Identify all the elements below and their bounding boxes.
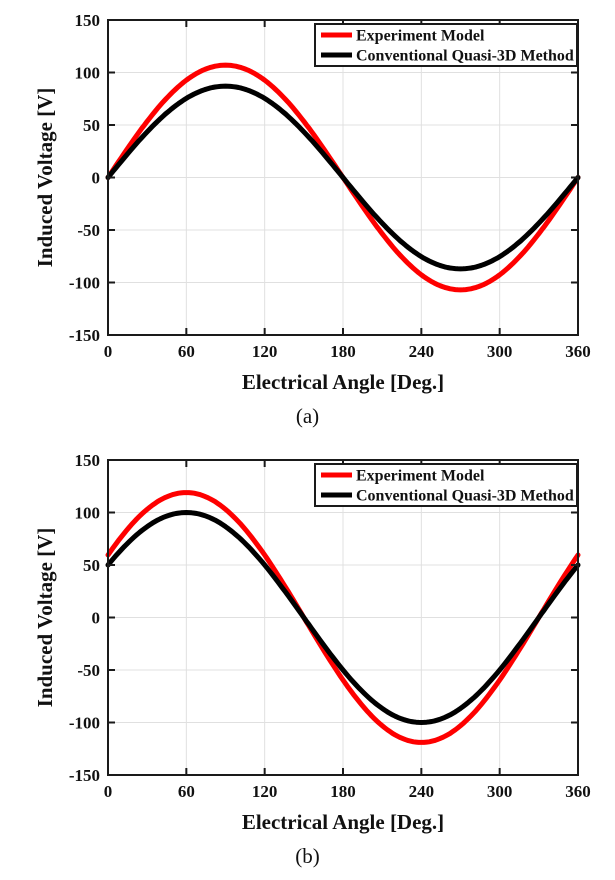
x-tick-label: 300: [487, 342, 513, 361]
y-tick-label: 0: [92, 609, 101, 628]
y-tick-label: -150: [69, 766, 100, 785]
y-tick-label: -150: [69, 326, 100, 345]
x-tick-label: 240: [409, 342, 435, 361]
x-tick-label: 240: [409, 782, 435, 801]
series-curve-conventional-method: [105, 510, 581, 725]
chart-b-block: 0 60 120 180 240 300 360 -150 -100 -50 0 50 100 150 I…: [0, 440, 615, 880]
y-tick-label: 150: [75, 11, 101, 30]
x-tick-label: 180: [330, 342, 356, 361]
chart-b-legend: Experiment Model Conventional Quasi-3D M…: [314, 463, 578, 507]
chart-a-legend: Experiment Model Conventional Quasi-3D M…: [314, 23, 578, 67]
x-tick-label: 120: [252, 342, 278, 361]
chart-a-caption: (a): [295, 404, 320, 428]
x-tick-label: 180: [330, 782, 356, 801]
legend-label-experiment-model: Experiment Model: [356, 468, 485, 485]
chart-b-figure: 0 60 120 180 240 300 360 -150 -100 -50 0 50 100 150 I…: [33, 451, 591, 834]
y-tick-label: -50: [77, 221, 100, 240]
chart-b-x-axis-label: Electrical Angle [Deg.]: [242, 810, 444, 834]
chart-a-plot-area: 0 60 120 180 240 300 360 -150 -100 -50 0 50 100 150: [69, 11, 591, 361]
y-tick-label: 50: [83, 556, 100, 575]
x-tick-label: 60: [178, 782, 195, 801]
chart-b-y-axis-label: Induced Voltage [V]: [33, 528, 57, 708]
chart-a-y-axis-label: Induced Voltage [V]: [33, 88, 57, 268]
legend-box: [314, 23, 578, 67]
series-curve-experiment-model: [105, 490, 581, 745]
y-tick-label: 150: [75, 451, 101, 470]
x-tick-label: 0: [104, 342, 113, 361]
chart-a-x-axis-label: Electrical Angle [Deg.]: [242, 370, 444, 394]
chart-a-figure: 0 60 120 180 240 300 360 -150 -100 -50 0 50 100 150 I…: [33, 11, 591, 394]
x-tick-label: 0: [104, 782, 113, 801]
y-tick-label: -50: [77, 661, 100, 680]
y-tick-label: 50: [83, 116, 100, 135]
y-tick-label: -100: [69, 714, 100, 733]
chart-b-plot-area: 0 60 120 180 240 300 360 -150 -100 -50 0 50 100 150: [69, 451, 591, 801]
y-tick-label: 100: [75, 64, 101, 83]
chart-b-caption: (b): [295, 844, 320, 868]
y-tick-label: 0: [92, 169, 101, 188]
x-tick-label: 360: [565, 782, 591, 801]
series-curve-conventional-method: [105, 83, 581, 272]
y-tick-label: 100: [75, 504, 101, 523]
legend-label-conventional-method: Conventional Quasi-3D Method: [356, 48, 574, 65]
x-tick-label: 300: [487, 782, 513, 801]
legend-label-conventional-method: Conventional Quasi-3D Method: [356, 488, 574, 505]
y-tick-label: -100: [69, 274, 100, 293]
x-tick-label: 60: [178, 342, 195, 361]
legend-box: [314, 463, 578, 507]
chart-a-block: 0 60 120 180 240 300 360 -150 -100 -50 0 50 100 150 I…: [33, 11, 591, 428]
legend-label-experiment-model: Experiment Model: [356, 28, 485, 45]
x-tick-label: 120: [252, 782, 278, 801]
x-tick-label: 360: [565, 342, 591, 361]
